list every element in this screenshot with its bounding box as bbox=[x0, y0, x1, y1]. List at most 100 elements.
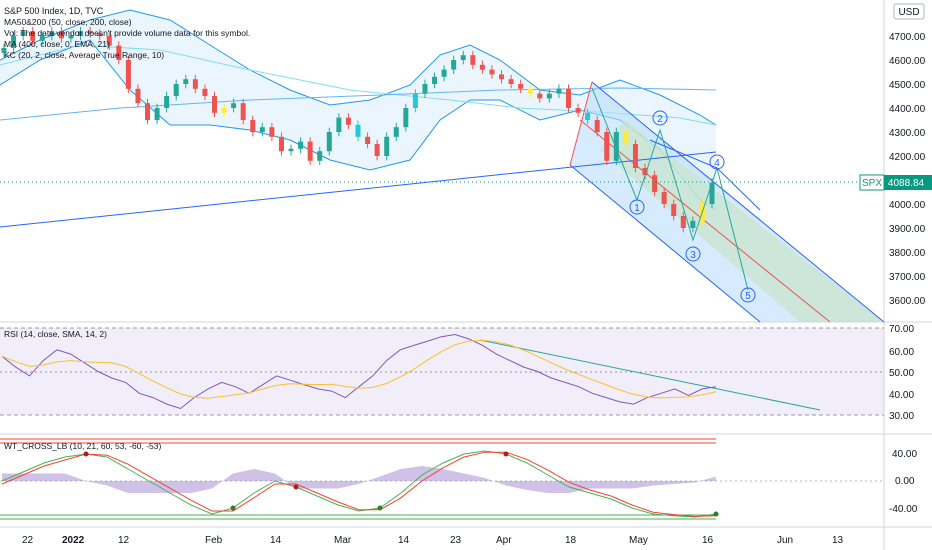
candle-body bbox=[58, 31, 64, 39]
candle-body bbox=[269, 127, 275, 137]
candle-body bbox=[154, 108, 160, 120]
channel-handle bbox=[569, 81, 593, 166]
ma-200-line bbox=[0, 87, 717, 121]
candle-body bbox=[20, 31, 26, 36]
candlestick-series bbox=[1, 26, 715, 233]
time-label-18: 18 bbox=[565, 535, 577, 546]
candle-body bbox=[336, 117, 342, 132]
candle-body bbox=[231, 103, 237, 108]
wt-tick-40: 40.00 bbox=[892, 449, 917, 460]
wave-1-label: 1 bbox=[634, 203, 640, 214]
candle-body bbox=[345, 117, 351, 125]
price-tick-4400: 4400.00 bbox=[889, 104, 926, 115]
price-tick-4000: 4000.00 bbox=[889, 200, 926, 211]
candle-body bbox=[690, 220, 696, 228]
candle-body bbox=[479, 64, 485, 70]
channel-median-line bbox=[579, 119, 831, 323]
candle-body bbox=[537, 93, 543, 99]
rsi-tick-30: 30.00 bbox=[889, 411, 914, 422]
last-price-value: 4088.84 bbox=[888, 178, 925, 189]
candle-body bbox=[106, 36, 112, 46]
legend-line-kc: KC (20, 2, close, Average True Range, 10… bbox=[4, 50, 164, 60]
wt-histogram bbox=[2, 466, 716, 493]
candle-body bbox=[307, 141, 313, 161]
candle-body bbox=[499, 74, 505, 80]
time-label-14-mar: 14 bbox=[398, 535, 410, 546]
wt-cross-dot bbox=[230, 505, 236, 511]
channel-lower-line bbox=[569, 164, 761, 323]
candle-body bbox=[403, 108, 409, 128]
trend-lines bbox=[0, 151, 821, 411]
candle-body bbox=[87, 31, 93, 34]
candle-body bbox=[355, 124, 361, 137]
currency-box[interactable] bbox=[893, 3, 925, 20]
wave-2-label: 2 bbox=[657, 114, 663, 125]
candle-body bbox=[623, 132, 629, 144]
candle-body bbox=[68, 36, 74, 39]
legend-line-ma: MA50&200 (50, close, 200, close) bbox=[4, 17, 132, 27]
candle-body bbox=[49, 31, 55, 36]
candle-body bbox=[173, 84, 179, 96]
wave-3-circle bbox=[685, 246, 701, 262]
wt2-line bbox=[1, 451, 717, 517]
time-label-23: 23 bbox=[450, 535, 462, 546]
candle-body bbox=[671, 204, 677, 216]
wave-4-label: 4 bbox=[714, 158, 720, 169]
long-support-trendline bbox=[0, 151, 717, 228]
wave-labels: 1 2 3 4 5 bbox=[629, 110, 756, 303]
candle-body bbox=[202, 88, 208, 96]
currency-label: USD bbox=[898, 7, 919, 18]
candle-body bbox=[78, 31, 84, 36]
time-label-12: 12 bbox=[118, 535, 130, 546]
candle-body bbox=[1, 48, 7, 53]
candle-body bbox=[211, 96, 217, 113]
rsi-tick-60: 60.00 bbox=[889, 347, 914, 358]
time-label-16: 16 bbox=[702, 535, 714, 546]
candle-body bbox=[642, 168, 648, 176]
time-axis[interactable]: 22 2022 12 Feb 14 Mar 14 23 Apr 18 May 1… bbox=[22, 535, 844, 546]
candle-body bbox=[393, 127, 399, 137]
channel-inner-fill bbox=[600, 120, 884, 322]
candle-body bbox=[183, 79, 189, 84]
candle-body bbox=[432, 76, 438, 84]
candle-body bbox=[326, 132, 332, 152]
candle-body bbox=[116, 45, 122, 60]
wt-cross-series bbox=[1, 450, 719, 518]
candle-body bbox=[613, 132, 619, 161]
candle-body bbox=[298, 141, 304, 149]
legend-title: S&P 500 Index, 1D, TVC bbox=[4, 6, 104, 16]
candle-body bbox=[556, 88, 562, 94]
price-tick-4600: 4600.00 bbox=[889, 56, 926, 67]
time-label-14-feb: 14 bbox=[270, 535, 282, 546]
rsi-tick-50: 50.00 bbox=[889, 368, 914, 379]
candle-body bbox=[652, 175, 658, 192]
candle-body bbox=[384, 136, 390, 156]
wave-5-label: 5 bbox=[745, 291, 751, 302]
rsi-legend: RSI (14, close, SMA, 14, 2) bbox=[4, 329, 107, 339]
candle-body bbox=[489, 69, 495, 75]
time-label-apr: Apr bbox=[496, 535, 512, 546]
price-axis[interactable]: USD 4700.00 4600.00 4500.00 4400.00 4300… bbox=[859, 3, 932, 515]
candle-body bbox=[594, 120, 600, 132]
candle-body bbox=[585, 112, 591, 120]
time-label-feb: Feb bbox=[205, 535, 223, 546]
candle-body bbox=[135, 88, 141, 104]
wt-cross-dot bbox=[713, 511, 719, 517]
candle-body bbox=[661, 192, 667, 204]
price-tick-4700: 4700.00 bbox=[889, 32, 926, 43]
candle-body bbox=[11, 36, 17, 48]
rsi-ma-line bbox=[1, 339, 717, 399]
wt-cross-dot bbox=[377, 505, 383, 511]
time-label-13: 13 bbox=[832, 535, 844, 546]
legend-line-vol: Vol: The data vendor doesn't provide vol… bbox=[4, 28, 250, 38]
keltner-upper bbox=[0, 9, 717, 126]
wave-5-circle bbox=[740, 287, 756, 303]
time-label-2022: 2022 bbox=[62, 535, 85, 546]
candle-body bbox=[441, 69, 447, 77]
candle-body bbox=[374, 144, 380, 156]
price-tick-3700: 3700.00 bbox=[889, 272, 926, 283]
rsi-tick-70: 70.00 bbox=[889, 324, 914, 335]
candle-body bbox=[317, 151, 323, 161]
